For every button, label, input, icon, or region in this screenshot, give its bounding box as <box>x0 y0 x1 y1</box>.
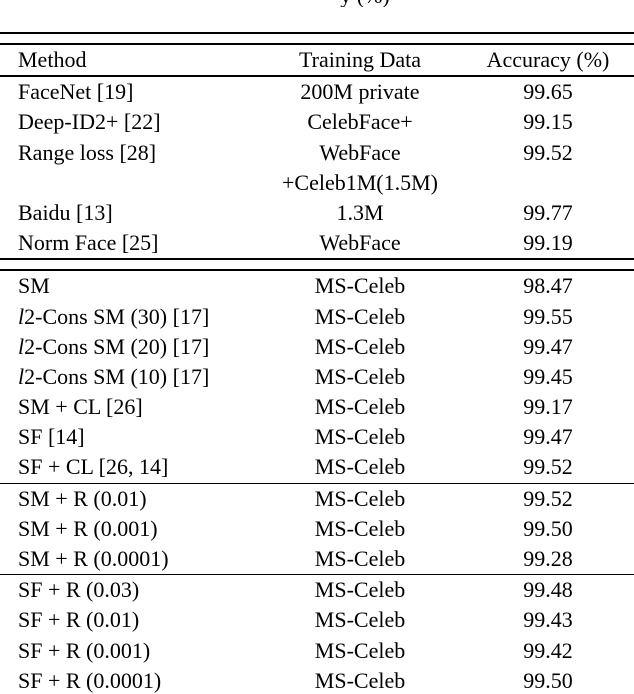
method-cell: FaceNet [19] <box>18 79 134 105</box>
method-cell: SF + R (0.001) <box>18 637 151 663</box>
results-table: Method Training Data Accuracy (%) FaceNe… <box>0 32 634 694</box>
accuracy-cell: 99.55 <box>523 303 573 329</box>
training-data-cell: WebFace +Celeb1M(1.5M) <box>280 138 440 198</box>
table-top-rule <box>0 32 634 45</box>
accuracy-cell: 99.19 <box>523 230 573 256</box>
training-data-cell: MS-Celeb <box>314 667 406 693</box>
accuracy-cell: 99.77 <box>523 199 573 225</box>
training-data-cell: MS-Celeb <box>314 515 406 541</box>
method-cell: l2-Cons SM (10) [17] <box>18 363 210 389</box>
accuracy-cell: 99.65 <box>523 79 573 105</box>
training-data-cell: MS-Celeb <box>314 394 406 420</box>
method-cell: l2-Cons SM (30) [17] <box>18 303 210 329</box>
caption-fragment-text: y (%) <box>300 0 430 7</box>
training-data-cell: MS-Celeb <box>314 607 406 633</box>
method-cell: SM + R (0.01) <box>18 485 147 511</box>
accuracy-cell: 99.48 <box>523 577 573 603</box>
accuracy-cell: 99.47 <box>523 333 573 359</box>
method-cell: SM <box>18 273 50 299</box>
table-row: SM MS-Celeb 98.47 <box>0 271 634 301</box>
table-row: SM + R (0.01) MS-Celeb 99.52 <box>0 484 634 514</box>
accuracy-cell: 99.45 <box>523 363 573 389</box>
table-row: FaceNet [19] 200M private 99.65 <box>0 77 634 107</box>
accuracy-cell: 99.42 <box>523 637 573 663</box>
header-rule <box>0 75 634 78</box>
accuracy-cell: 99.50 <box>523 667 573 693</box>
training-data-cell: MS-Celeb <box>314 485 406 511</box>
italic-ell: l <box>18 363 25 389</box>
table-row: Baidu [13] 1.3M 99.77 <box>0 198 634 228</box>
training-data-cell: MS-Celeb <box>314 273 406 299</box>
table-row: SM + R (0.001) MS-Celeb 99.50 <box>0 514 634 544</box>
table-row: l2-Cons SM (10) [17] MS-Celeb 99.45 <box>0 362 634 392</box>
table-row: l2-Cons SM (20) [17] MS-Celeb 99.47 <box>0 332 634 362</box>
method-cell: SF + R (0.0001) <box>18 667 162 693</box>
group-separator-rule <box>0 574 634 576</box>
training-data-cell: 200M private <box>300 79 420 105</box>
method-cell: Deep-ID2+ [22] <box>18 109 161 135</box>
accuracy-cell: 98.47 <box>523 273 573 299</box>
header-training-data: Training Data <box>298 47 421 72</box>
training-data-cell: MS-Celeb <box>314 577 406 603</box>
table-row: SF + R (0.0001) MS-Celeb 99.50 <box>0 666 634 694</box>
training-data-cell: MS-Celeb <box>314 546 406 572</box>
training-data-cell: MS-Celeb <box>314 454 406 480</box>
method-cell: SF + R (0.01) <box>18 607 140 633</box>
table-row: SM + CL [26] MS-Celeb 99.17 <box>0 392 634 422</box>
training-data-line1: WebFace <box>319 139 401 165</box>
table-row: Deep-ID2+ [22] CelebFace+ 99.15 <box>0 107 634 137</box>
table-row: SF + R (0.01) MS-Celeb 99.43 <box>0 605 634 635</box>
training-data-cell: 1.3M <box>336 199 384 225</box>
table-row: SF + CL [26, 14] MS-Celeb 99.52 <box>0 452 634 482</box>
training-data-cell: WebFace <box>319 230 401 256</box>
header-accuracy: Accuracy (%) <box>486 47 610 72</box>
method-cell: l2-Cons SM (20) [17] <box>18 333 210 359</box>
accuracy-cell: 99.15 <box>523 109 573 135</box>
training-data-cell: CelebFace+ <box>307 109 413 135</box>
table-row: SF + R (0.001) MS-Celeb 99.42 <box>0 636 634 666</box>
training-data-line2: +Celeb1M(1.5M) <box>282 169 438 195</box>
method-cell: Range loss [28] <box>18 139 157 165</box>
table-row: SM + R (0.0001) MS-Celeb 99.28 <box>0 544 634 574</box>
training-data-cell: MS-Celeb <box>314 424 406 450</box>
group-separator-rule <box>0 482 634 484</box>
table-header-row: Method Training Data Accuracy (%) <box>0 45 634 75</box>
training-data-cell: MS-Celeb <box>314 363 406 389</box>
table-row: Norm Face [25] WebFace 99.19 <box>0 228 634 258</box>
accuracy-cell: 99.52 <box>523 454 573 480</box>
header-method: Method <box>18 47 87 72</box>
training-data-cell: MS-Celeb <box>314 637 406 663</box>
table-body: FaceNet [19] 200M private 99.65 Deep-ID2+ [… <box>0 77 634 694</box>
method-cell: SM + R (0.001) <box>18 515 158 541</box>
group-separator-rule <box>0 258 634 272</box>
training-data-cell: MS-Celeb <box>314 333 406 359</box>
accuracy-cell: 99.52 <box>523 485 573 511</box>
table-row: SF [14] MS-Celeb 99.47 <box>0 422 634 452</box>
method-cell: SF + R (0.03) <box>18 577 140 603</box>
method-cell: Norm Face [25] <box>18 230 159 256</box>
table-row: l2-Cons SM (30) [17] MS-Celeb 99.55 <box>0 302 634 332</box>
accuracy-cell: 99.52 <box>523 139 573 165</box>
accuracy-cell: 99.50 <box>523 515 573 541</box>
training-data-cell: MS-Celeb <box>314 303 406 329</box>
method-cell: SF [14] <box>18 424 85 450</box>
method-cell: SM + R (0.0001) <box>18 546 169 572</box>
table-row: SF + R (0.03) MS-Celeb 99.48 <box>0 575 634 605</box>
method-cell: Baidu [13] <box>18 199 113 225</box>
accuracy-cell: 99.47 <box>523 424 573 450</box>
accuracy-cell: 99.17 <box>523 394 573 420</box>
italic-ell: l <box>18 303 25 329</box>
method-cell: SF + CL [26, 14] <box>18 454 169 480</box>
italic-ell: l <box>18 333 25 359</box>
table-row: Range loss [28] WebFace +Celeb1M(1.5M) 99.5… <box>0 138 634 198</box>
accuracy-cell: 99.43 <box>523 607 573 633</box>
method-cell: SM + CL [26] <box>18 394 143 420</box>
accuracy-cell: 99.28 <box>523 546 573 572</box>
caption-fragment: y (%) <box>300 0 430 7</box>
